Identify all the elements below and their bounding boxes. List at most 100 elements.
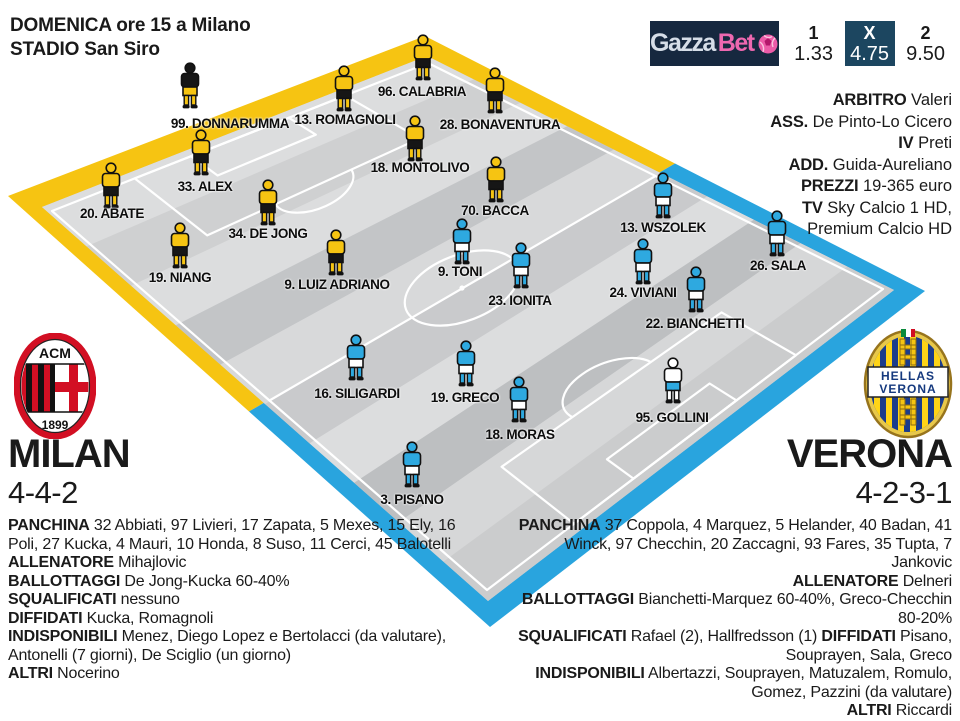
milan-player-figure	[481, 156, 511, 204]
team-detail-line: PANCHINA 32 Abbiati, 97 Livieri, 17 Zapa…	[8, 517, 456, 553]
milan-player-label: 20. ABATE	[80, 206, 144, 221]
milan-player-figure	[186, 129, 216, 177]
betting-panel: Gazza Bet 1 1.33 X 4.75 2 9.50	[650, 21, 950, 66]
team-detail-line: ALLENATORE Mihajlovic	[8, 554, 187, 571]
match-info: ARBITRO Valeri ASS. De Pinto-Lo Cicero IV …	[752, 90, 952, 241]
milan-player-label: 28. BONAVENTURA	[439, 117, 561, 132]
odd-value: 4.75	[850, 42, 890, 65]
team-detail-line: BALLOTTAGGI Bianchetti-Marquez 60-40%, G…	[521, 591, 952, 627]
verona-player-label: 16. SILIGARDI	[314, 386, 400, 401]
verona-player-figure	[397, 441, 427, 489]
team-detail-line: BALLOTTAGGI De Jong-Kucka 60-40%	[8, 572, 290, 590]
verona-player-figure	[762, 210, 792, 258]
kickoff-info: DOMENICA ore 15 a Milano STADIO San Siro	[10, 14, 251, 62]
team-detail-line: SQUALIFICATI nessuno	[8, 591, 180, 608]
pitch-stripe	[443, 266, 894, 601]
milan-player-label: 19. NIANG	[148, 270, 212, 285]
pitch-stripe	[265, 173, 708, 444]
milan-player-figure	[480, 67, 510, 115]
odd-value: 1.33	[794, 42, 834, 65]
verona-player-label: 95. GOLLINI	[635, 410, 709, 425]
team-detail-line: PANCHINA 37 Coppola, 4 Marquez, 5 Heland…	[518, 517, 952, 571]
match-info-line: ASS. De Pinto-Lo Cicero	[770, 112, 952, 131]
verona-player-figure	[504, 376, 534, 424]
verona-badge-line2: VERONA	[879, 382, 936, 396]
verona-player-label: 23. IONITA	[488, 293, 552, 308]
milan-details: PANCHINA 32 Abbiati, 97 Livieri, 17 Zapa…	[8, 517, 460, 684]
odd-value: 9.50	[906, 42, 946, 65]
verona-player-figure	[447, 218, 477, 266]
verona-player-label: 24. VIVIANI	[609, 285, 677, 300]
verona-player-figure	[628, 238, 658, 286]
verona-player-label: 22. BIANCHETTI	[645, 316, 745, 331]
milan-player-label: 34. DE JONG	[228, 226, 308, 241]
pitch-stripe	[42, 56, 474, 247]
verona-player-figure	[341, 334, 371, 382]
odd-label: 2	[920, 22, 931, 43]
milan-player-label: 13. ROMAGNOLI	[294, 112, 396, 127]
milan-formation: 4-4-2	[8, 475, 78, 510]
team-detail-line: ALLENATORE Delneri	[792, 572, 953, 590]
gazzabet-logo[interactable]: Gazza Bet	[650, 21, 779, 66]
milan-player-figure	[400, 115, 430, 163]
verona-player-figure	[658, 357, 688, 405]
verona-player-label: 13. WSZOLEK	[620, 220, 706, 235]
milan-player-label: 96. CALABRIA	[377, 84, 467, 99]
milan-player-figure	[408, 34, 438, 82]
odd-label: 1	[808, 22, 819, 43]
milan-player-label: 33. ALEX	[177, 179, 233, 194]
milan-player-figure	[321, 229, 351, 277]
match-info-line: IV Preti	[898, 134, 952, 152]
match-info-line: ARBITRO Valeri	[832, 91, 952, 109]
verona-player-label: 3. PISANO	[380, 492, 444, 507]
milan-player-figure	[175, 62, 205, 110]
team-detail-line: INDISPONIBILI Albertazzi, Souprayen, Mat…	[535, 665, 952, 701]
milan-badge: ACM 1899	[13, 332, 97, 444]
verona-details: PANCHINA 37 Coppola, 4 Marquez, 5 Heland…	[500, 517, 952, 721]
odd-label: X	[863, 22, 876, 43]
team-detail-line: ALTRI Riccardi	[846, 702, 953, 719]
odd-x[interactable]: X 4.75	[844, 21, 895, 66]
verona-formation: 4-2-3-1	[855, 475, 953, 510]
team-detail-line: SQUALIFICATI Rafael (2), Hallfredsson (1…	[518, 628, 952, 664]
milan-player-label: 99. DONNARUMMA	[170, 116, 290, 131]
verona-player-label: 19. GRECO	[430, 390, 500, 405]
verona-title: VERONA	[786, 432, 953, 476]
team-detail-line: ALTRI Nocerino	[8, 665, 120, 682]
odd-2[interactable]: 2 9.50	[901, 21, 951, 66]
milan-player-label: 70. BACCA	[461, 203, 529, 218]
pitch-stripe	[398, 243, 848, 562]
pitch-stripe	[220, 149, 661, 404]
pitch-lines	[50, 61, 885, 592]
odd-1[interactable]: 1 1.33	[789, 21, 839, 66]
verona-player-label: 26. SALA	[749, 258, 807, 273]
kickoff-line2: STADIO San Siro	[10, 39, 160, 60]
milan-title: MILAN	[8, 432, 131, 476]
gazzabet-word-bet: Bet	[717, 29, 755, 57]
odds-group: 1 1.33 X 4.75 2 9.50	[789, 21, 951, 66]
gazzabet-word-gazza: Gazza	[650, 29, 716, 57]
match-info-line: TV Sky Calcio 1 HD, Premium Calcio HD	[802, 198, 952, 239]
milan-player-figure	[253, 179, 283, 227]
verona-player-label: 18. MORAS	[485, 427, 555, 442]
pink-football-icon	[758, 34, 778, 53]
milan-badge-acronym: ACM	[39, 345, 71, 361]
verona-player-figure	[451, 340, 481, 388]
verona-player-figure	[506, 242, 536, 290]
kickoff-line1: DOMENICA ore 15 a Milano	[10, 15, 251, 36]
milan-badge-year: 1899	[42, 418, 69, 432]
milan-player-label: 9. LUIZ ADRIANO	[284, 277, 390, 292]
verona-badge: HELLAS VERONA	[862, 323, 954, 446]
team-detail-line: INDISPONIBILI Menez, Diego Lopez e Berto…	[8, 628, 446, 664]
pitch-stripe	[131, 102, 568, 326]
verona-badge-line1: HELLAS	[881, 369, 935, 383]
verona-player-figure	[681, 266, 711, 314]
milan-player-figure	[165, 222, 195, 270]
milan-player-figure	[329, 65, 359, 113]
pitch-stripe	[175, 126, 614, 365]
milan-player-figure	[96, 162, 126, 210]
verona-player-figure	[648, 172, 678, 220]
team-detail-line: DIFFIDATI Kucka, Romagnoli	[8, 609, 214, 627]
